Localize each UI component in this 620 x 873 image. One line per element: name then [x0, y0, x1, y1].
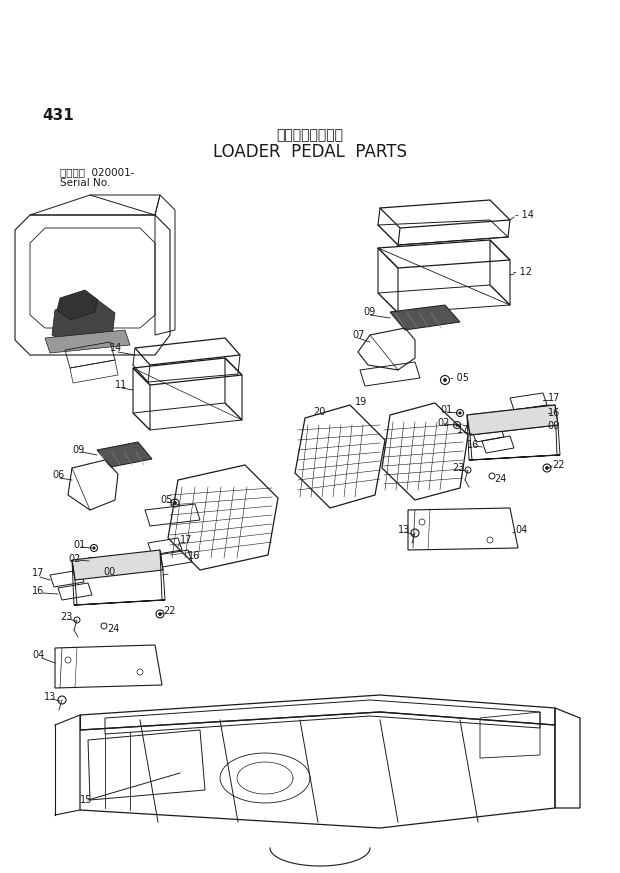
Circle shape [443, 379, 446, 382]
Text: 01: 01 [440, 405, 452, 415]
Text: 19: 19 [355, 397, 367, 407]
Text: 20: 20 [313, 407, 326, 417]
Text: 16: 16 [548, 408, 560, 418]
Text: 16: 16 [467, 440, 479, 450]
Text: Serial No.: Serial No. [60, 178, 110, 188]
Circle shape [174, 501, 177, 505]
Text: 14: 14 [110, 343, 122, 353]
Polygon shape [57, 290, 98, 320]
Text: 13: 13 [44, 692, 56, 702]
Text: 22: 22 [552, 460, 564, 470]
Text: 07: 07 [352, 330, 365, 340]
Text: 16: 16 [188, 551, 200, 561]
Text: 17: 17 [457, 425, 469, 435]
Circle shape [93, 546, 95, 549]
Text: ローダベダル部品: ローダベダル部品 [277, 128, 343, 142]
Text: 00: 00 [547, 421, 559, 431]
Text: 17: 17 [32, 568, 45, 578]
Text: 17: 17 [548, 393, 560, 403]
Text: - 14: - 14 [515, 210, 534, 220]
Polygon shape [467, 405, 558, 435]
Text: 02: 02 [68, 554, 81, 564]
Text: 05: 05 [160, 495, 172, 505]
Text: 23: 23 [452, 463, 464, 473]
Text: 02: 02 [437, 418, 450, 428]
Circle shape [546, 466, 549, 470]
Text: - 12: - 12 [513, 267, 532, 277]
Polygon shape [72, 550, 163, 580]
Circle shape [459, 412, 461, 414]
Text: 24: 24 [107, 624, 120, 634]
Circle shape [159, 613, 161, 615]
Text: 431: 431 [42, 107, 74, 122]
Text: 11: 11 [115, 380, 127, 390]
Text: 01: 01 [73, 540, 86, 550]
Text: 22: 22 [163, 606, 175, 616]
Polygon shape [390, 305, 460, 330]
Text: 24: 24 [494, 474, 507, 484]
Text: 17: 17 [180, 535, 192, 545]
Text: LOADER  PEDAL  PARTS: LOADER PEDAL PARTS [213, 143, 407, 161]
Text: 04: 04 [515, 525, 527, 535]
Text: 16: 16 [32, 586, 44, 596]
Circle shape [456, 423, 458, 426]
Polygon shape [97, 442, 152, 467]
Text: - 05: - 05 [450, 373, 469, 383]
Text: 09: 09 [72, 445, 84, 455]
Text: 00: 00 [103, 567, 115, 577]
Text: 15: 15 [80, 795, 92, 805]
Polygon shape [45, 330, 130, 353]
Text: 09: 09 [363, 307, 375, 317]
Text: 06: 06 [52, 470, 64, 480]
Text: 適用号機  020001-: 適用号機 020001- [60, 167, 135, 177]
Polygon shape [52, 298, 115, 350]
Text: 13: 13 [398, 525, 410, 535]
Text: 04: 04 [32, 650, 44, 660]
Text: 23: 23 [60, 612, 73, 622]
Circle shape [90, 560, 92, 562]
